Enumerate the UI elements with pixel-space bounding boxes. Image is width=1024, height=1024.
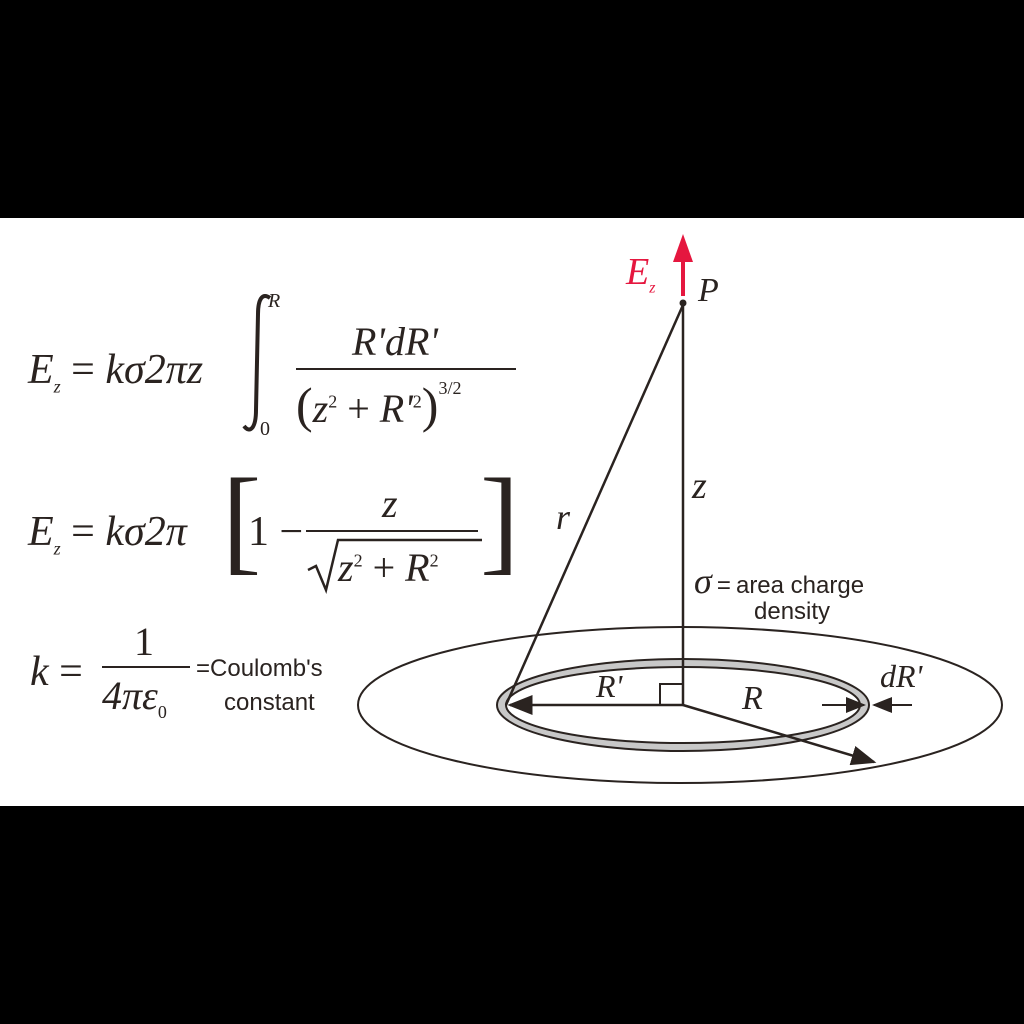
eq2-equals: = <box>71 509 95 555</box>
eq3-equals: = <box>59 649 83 695</box>
point-p-dot <box>679 299 687 307</box>
sigma-line2: density <box>754 598 831 625</box>
eq3-den-sub: 0 <box>157 702 167 722</box>
eq1-den-r: R' <box>379 386 413 431</box>
eq3-numerator: 1 <box>134 619 154 664</box>
eq2-rad-z-sup: 2 <box>353 550 363 571</box>
eq2-numerator: z <box>382 481 398 526</box>
eq1-numerator: R'dR' <box>352 319 438 364</box>
field-label-sub: z <box>649 279 656 297</box>
coulomb-note-line2: constant <box>224 689 315 716</box>
height-label: z <box>692 465 707 507</box>
ring-radius-label: R' <box>596 668 623 704</box>
eq1-fraction-bar <box>296 368 516 370</box>
field-label: Ez <box>626 250 655 298</box>
field-label-main: E <box>626 251 650 293</box>
eq2-rad-r-sup: 2 <box>429 550 439 571</box>
eq2-rad-r: R <box>405 545 430 590</box>
disk-radius-label: R <box>742 680 763 717</box>
sigma-note: σ = area charge <box>694 560 864 602</box>
eq1-factor: kσ2πz <box>105 347 204 393</box>
eq1-lhs: E <box>28 347 54 393</box>
eq1-int-upper: R <box>268 290 281 312</box>
ring-width-label: dR' <box>880 658 923 694</box>
sigma-line1: area charge <box>735 572 865 599</box>
disk-radius-line <box>682 703 877 766</box>
eq1-den-close: ) <box>421 377 439 433</box>
integral-sign-icon <box>242 294 272 432</box>
eq2-lhs: E <box>28 509 54 555</box>
eq1-den-exp: 3/2 <box>438 378 462 398</box>
eq1-den-plus: + <box>347 386 370 431</box>
eq2-one-minus: 1 − <box>248 509 304 555</box>
eq2-right-bracket: ] <box>480 454 520 585</box>
eq1-equals: = <box>71 347 95 393</box>
eq1-den-open: ( <box>296 377 313 433</box>
eq3-note-equals: = <box>196 655 211 682</box>
eq1-den-z-sup: 2 <box>328 391 338 412</box>
eq1-den-r-sup: 2 <box>412 391 422 412</box>
eq3-lhs: k <box>30 649 49 695</box>
slant-label: r <box>556 497 571 537</box>
eq1-lhs-sub: z <box>53 376 61 397</box>
eq2-left-bracket: [ <box>222 454 262 585</box>
disk-outline <box>357 626 1003 784</box>
field-arrow-head <box>673 234 693 262</box>
square-root-icon <box>307 538 482 594</box>
eq3-denominator: 4πε <box>102 673 158 718</box>
sigma-equals: = <box>716 572 731 599</box>
eq3-fraction-bar <box>102 666 190 668</box>
eq1-den-z: z <box>312 386 329 431</box>
point-label: P <box>698 272 719 309</box>
eq2-lhs-sub: z <box>53 538 61 559</box>
right-angle-mark <box>659 683 683 705</box>
eq2-rad-z: z <box>338 545 354 590</box>
coulomb-note-line1: Coulomb's <box>210 655 323 682</box>
eq2-factor: kσ2π <box>105 509 187 555</box>
eq2-fraction-bar <box>306 530 478 532</box>
eq1-int-lower: 0 <box>260 418 270 440</box>
eq2-rad-plus: + <box>372 545 396 590</box>
sigma-symbol: σ <box>694 561 712 601</box>
slant-line-r <box>504 304 685 706</box>
